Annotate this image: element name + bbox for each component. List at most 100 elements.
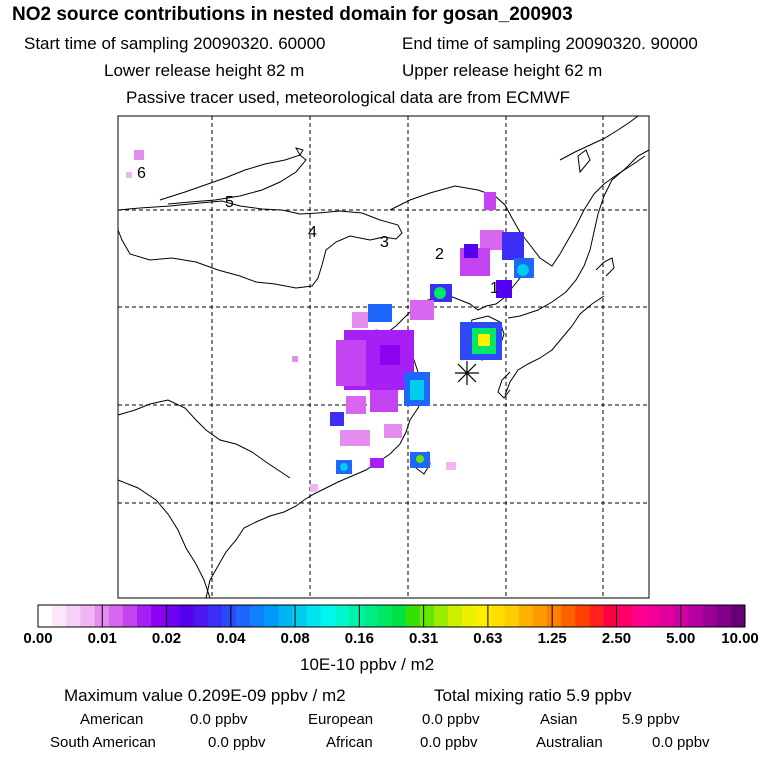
graticule <box>118 116 649 598</box>
region-label-3: 3 <box>380 234 389 251</box>
end-time: End time of sampling 20090320. 90000 <box>402 34 698 53</box>
colorbar-swatch <box>52 605 67 627</box>
colorbar-swatch <box>207 605 223 627</box>
african-value: 0.0 ppbv <box>420 734 478 751</box>
plume-cell <box>346 396 366 414</box>
colorbar-swatch <box>122 605 138 627</box>
colorbar-swatch <box>391 605 407 627</box>
russian-coast <box>507 149 650 319</box>
colorbar-swatch <box>532 605 548 627</box>
plume-cell <box>370 390 398 412</box>
northeast-coast <box>559 115 639 161</box>
colorbar-swatch <box>334 605 350 627</box>
colorbar-swatch <box>320 605 336 627</box>
colorbar-swatch <box>631 605 647 627</box>
amur-border <box>389 155 646 267</box>
plume-cell <box>480 230 504 250</box>
max-value: Maximum value 0.209E-09 ppbv / m2 <box>64 686 346 705</box>
colorbar-swatch <box>405 605 421 627</box>
colorbar-tick-label: 0.08 <box>280 630 310 647</box>
colorbar-tick-label: 0.01 <box>87 630 117 647</box>
colorbar-swatch <box>561 605 576 627</box>
southwest-border <box>117 399 291 479</box>
colorbar-swatch <box>589 605 605 627</box>
colorbar-swatch <box>617 605 633 627</box>
colorbar-swatch <box>363 605 378 627</box>
plume-cell <box>368 304 392 322</box>
colorbar-swatch <box>730 605 746 627</box>
plume-cell <box>410 380 424 400</box>
colorbar-swatch <box>250 605 265 627</box>
plume-cell <box>410 300 434 320</box>
colorbar <box>37 604 746 628</box>
japan-honshu <box>504 295 605 396</box>
colorbar-swatch <box>221 605 237 627</box>
colorbar-tick-label: 1.25 <box>537 630 567 647</box>
plume-cell <box>340 430 370 446</box>
receptor-asterisk <box>455 361 479 385</box>
southeast-asia-border <box>117 479 211 599</box>
european-value: 0.0 ppbv <box>422 711 480 728</box>
colorbar-tick-label: 0.16 <box>344 630 374 647</box>
colorbar-swatch <box>462 605 477 627</box>
colorbar-unit: 10E-10 ppbv / m2 <box>300 655 435 674</box>
south-american-label: South American <box>50 734 156 751</box>
colorbar-swatch <box>179 605 195 627</box>
region-label-4: 4 <box>308 224 317 241</box>
plume-cell <box>446 462 456 470</box>
south-american-value: 0.0 ppbv <box>208 734 266 751</box>
colorbar-swatch <box>377 605 392 627</box>
australian-value: 0.0 ppbv <box>652 734 710 751</box>
colorbar-swatch <box>38 605 53 627</box>
plume-cell <box>134 150 144 160</box>
plume-cell <box>496 280 512 298</box>
plume-cell <box>310 484 318 492</box>
asian-label: Asian <box>540 711 578 728</box>
plume-hotspot <box>517 264 529 276</box>
island <box>577 149 591 174</box>
european-label: European <box>308 711 374 728</box>
colorbar-swatch <box>278 605 294 627</box>
colorbar-swatch <box>547 605 562 627</box>
plume-cell <box>336 340 366 386</box>
colorbar-swatch <box>349 605 364 627</box>
plume-cell <box>330 412 344 426</box>
region-label-5: 5 <box>225 194 234 211</box>
colorbar-swatch <box>476 605 491 627</box>
colorbar-tick-label: 2.50 <box>601 630 632 647</box>
colorbar-swatch <box>193 605 209 627</box>
colorbar-swatch <box>490 605 506 627</box>
plume-cell <box>484 192 496 210</box>
colorbar-swatch <box>688 605 704 627</box>
region-labels: 1 2 3 4 5 6 <box>137 165 499 297</box>
plume-cell <box>126 172 132 178</box>
plume-cell <box>380 345 400 365</box>
colorbar-tick-label: 0.00 <box>23 630 53 647</box>
colorbar-swatch <box>136 605 152 627</box>
colorbar-swatch <box>80 605 96 627</box>
colorbar-tick-label: 0.02 <box>151 630 182 647</box>
kyushu <box>497 371 511 399</box>
plume-cell <box>478 334 490 346</box>
plume-cell <box>352 312 368 328</box>
colorbar-swatch <box>292 605 308 627</box>
plume-cell <box>502 232 524 260</box>
colorbar-tick-label: 0.31 <box>409 630 439 647</box>
colorbar-tick-label: 5.00 <box>666 630 696 647</box>
colorbar-tick-label: 0.63 <box>473 630 503 647</box>
plume-cell <box>292 356 298 362</box>
colorbar-swatch <box>264 605 279 627</box>
total-mixing-ratio: Total mixing ratio 5.9 ppbv <box>434 686 632 705</box>
colorbar-swatch <box>603 605 619 627</box>
upper-release-height: Upper release height 62 m <box>402 61 603 80</box>
colorbar-swatch <box>504 605 520 627</box>
australian-label: Australian <box>536 734 603 751</box>
plume-cells <box>126 150 534 492</box>
region-label-6: 6 <box>137 165 146 182</box>
plume-hotspot <box>416 455 424 463</box>
lower-release-height: Lower release height 82 m <box>104 61 305 80</box>
african-label: African <box>326 734 373 751</box>
colorbar-swatch <box>66 605 81 627</box>
colorbar-swatch <box>165 605 180 627</box>
hokkaido <box>595 257 615 277</box>
